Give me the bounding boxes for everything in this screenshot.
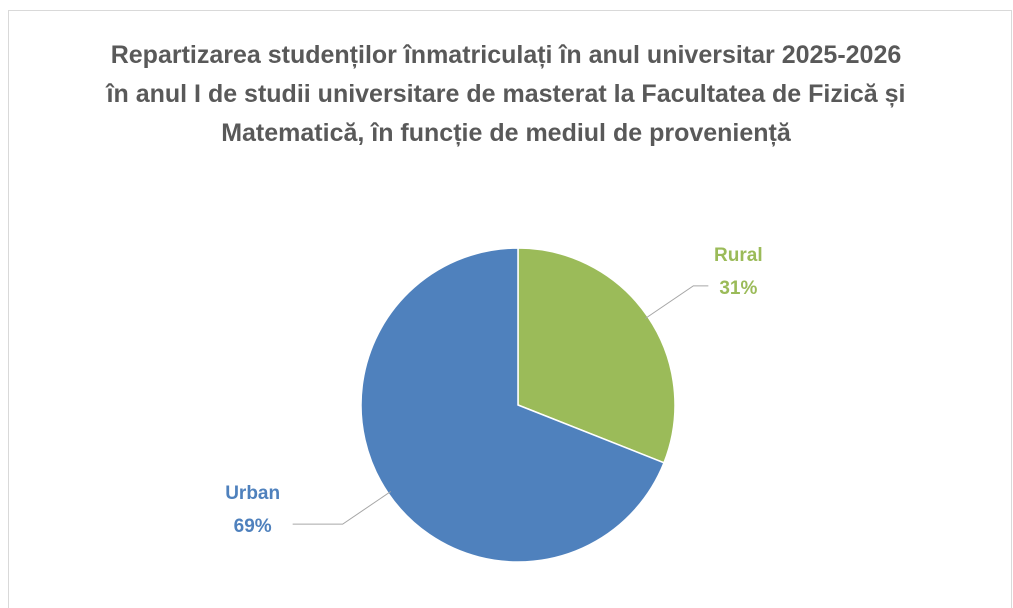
chart-title: Repartizarea studenților înmatriculați î…: [106, 41, 906, 147]
data-label-value: 69%: [234, 516, 272, 537]
chart-border: [8, 10, 1012, 608]
data-label-value: 31%: [719, 278, 757, 299]
leader-line: [644, 285, 709, 319]
leader-line: [292, 491, 392, 525]
data-label-name: Rural: [714, 245, 763, 266]
data-label-name: Urban: [225, 483, 280, 504]
